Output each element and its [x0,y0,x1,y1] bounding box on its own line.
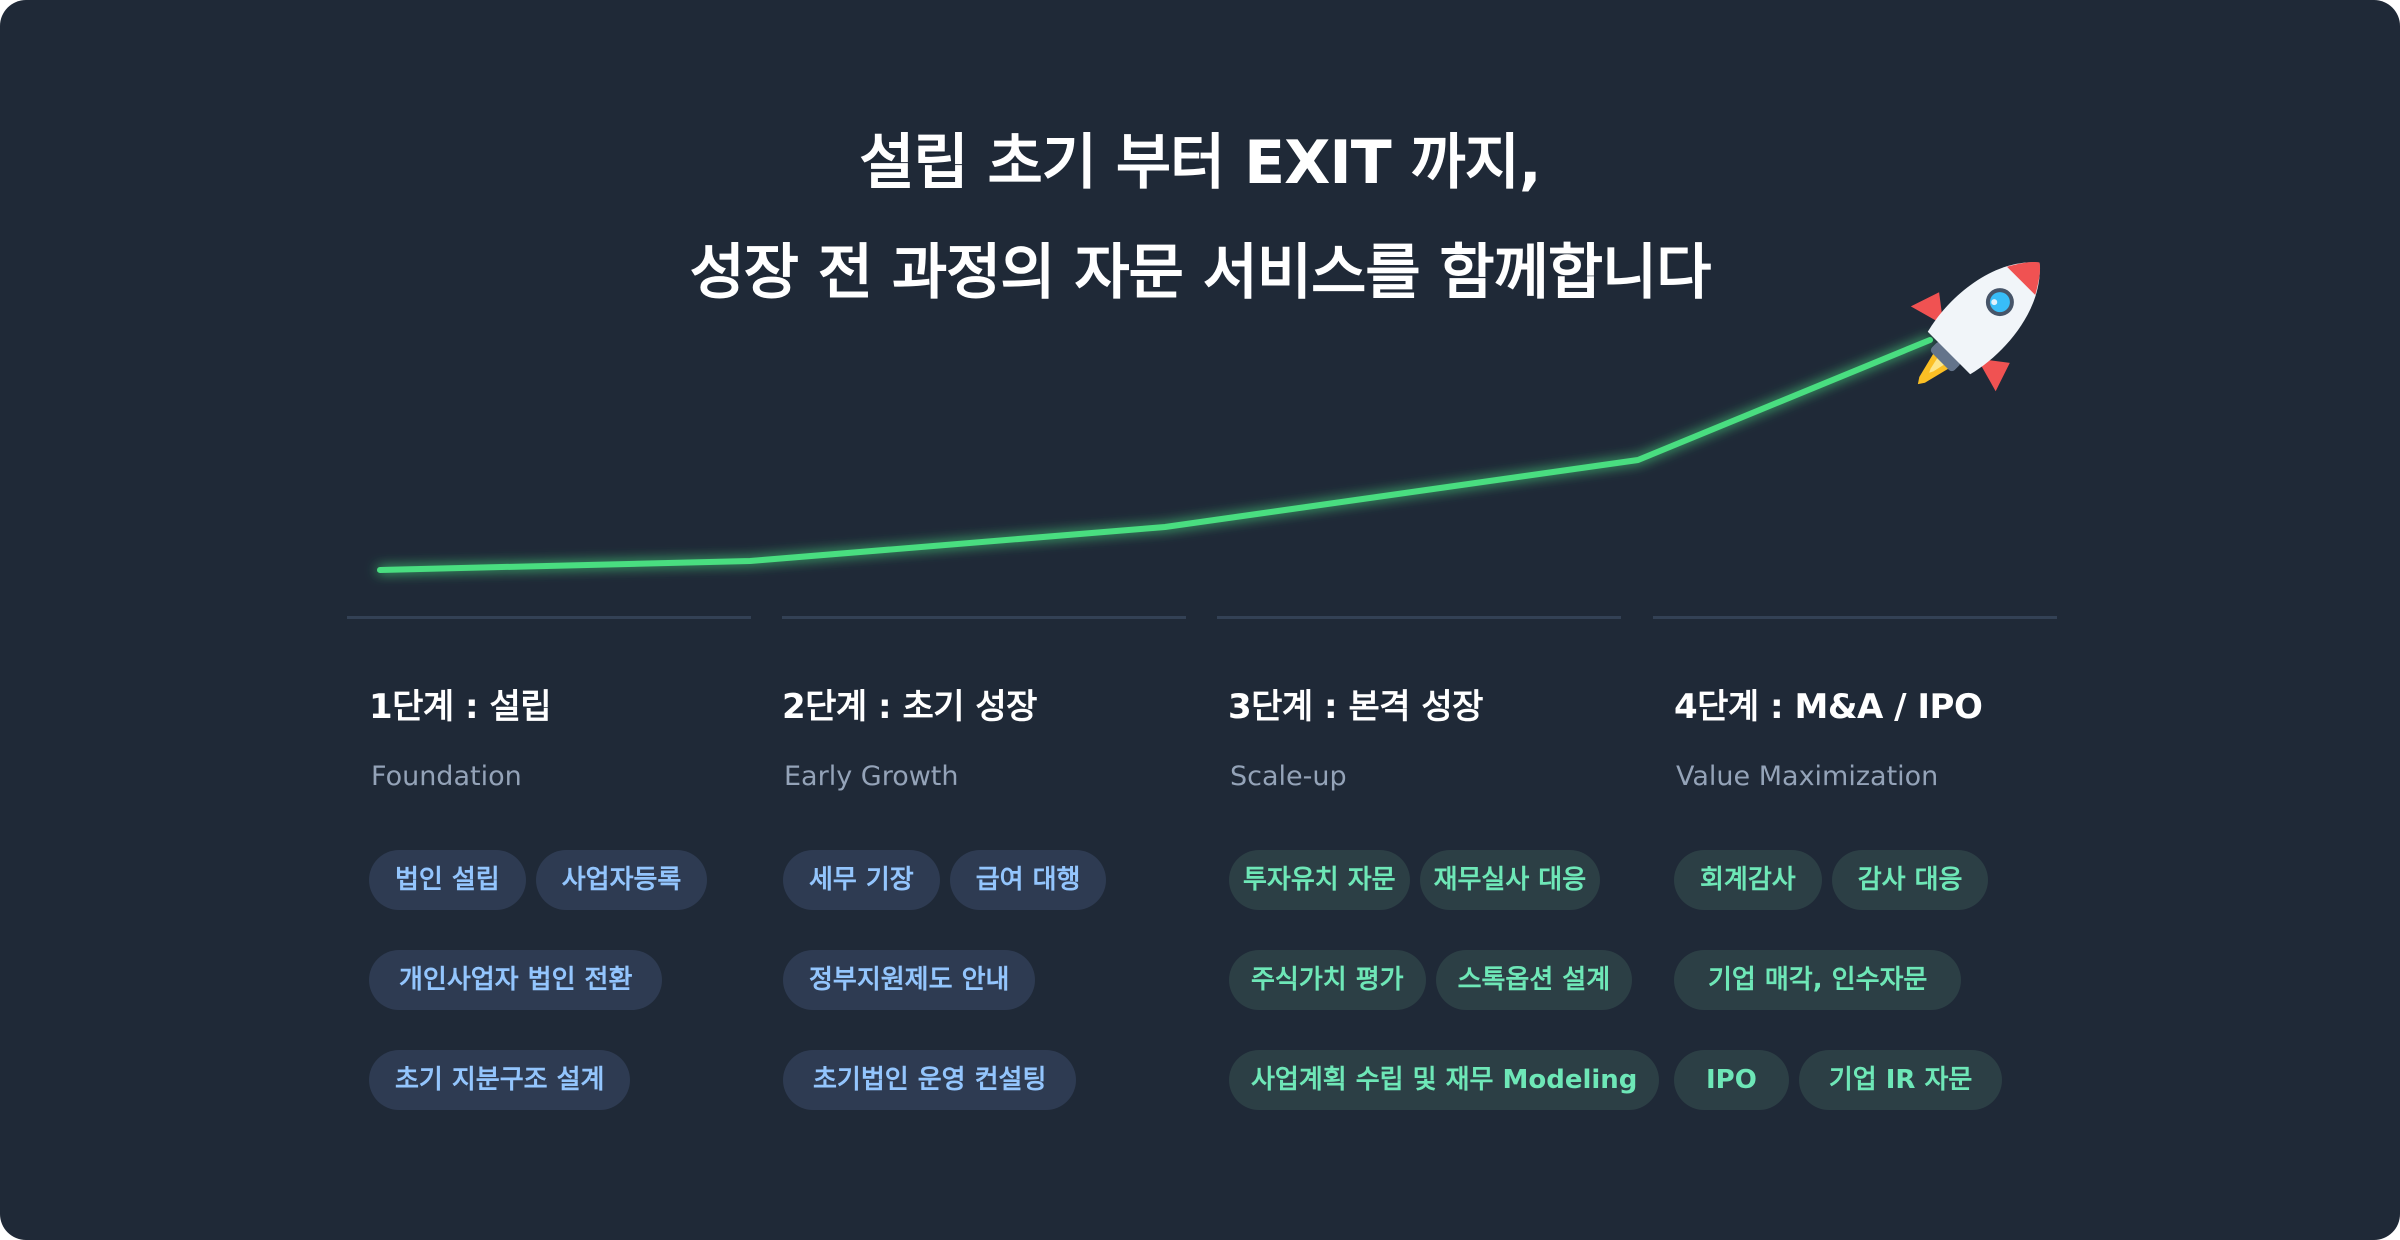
service-chip: 기업 매각, 인수자문 [1674,950,1962,1010]
stage-title: 4단계 : M&A / IPO [1674,687,1983,727]
service-chip-row: 기업 매각, 인수자문 [1674,950,1962,1010]
service-chip: 사업자등록 [535,850,708,910]
service-chip: 주식가치 평가 [1229,950,1426,1010]
service-chip: 법인 설립 [369,850,526,910]
stage-subtitle: Scale-up [1230,761,1347,792]
service-chip: IPO [1674,1050,1789,1110]
service-chip-row: 개인사업자 법인 전환 [369,950,663,1010]
service-chip: 정부지원제도 안내 [783,950,1036,1010]
service-chip-row: 정부지원제도 안내 [783,950,1036,1010]
service-chip: 사업계획 수립 및 재무 Modeling [1229,1050,1660,1110]
stage-title: 1단계 : 설립 [369,687,552,727]
stage-title: 3단계 : 본격 성장 [1228,687,1483,727]
headline-line-1: 설립 초기 부터 EXIT 까지, [859,128,1541,198]
service-chip: 초기법인 운영 컨설팅 [783,1050,1077,1110]
service-chip: 초기 지분구조 설계 [369,1050,631,1110]
service-chip: 투자유치 자문 [1229,850,1410,910]
service-chip: 회계감사 [1674,850,1822,910]
stage-subtitle: Foundation [371,761,522,792]
stage-title: 2단계 : 초기 성장 [782,687,1037,727]
growth-line [377,337,1933,573]
stage-subtitle: Value Maximization [1676,761,1939,792]
service-chip: 스톡옵션 설계 [1435,950,1633,1010]
service-chip: 세무 기장 [783,850,940,910]
service-chip-row: 초기법인 운영 컨설팅 [783,1050,1077,1110]
service-chip-row: IPO 기업 IR 자문 [1674,1050,2003,1110]
stage-subtitle: Early Growth [784,761,959,792]
service-chip: 재무실사 대응 [1419,850,1601,910]
stage-column-1: 1단계 : 설립 Foundation 법인 설립 사업자등록 개인사업자 법인… [347,616,751,1110]
service-chip-row: 투자유치 자문 재무실사 대응 [1229,850,1601,910]
service-chip-row: 초기 지분구조 설계 [369,1050,631,1110]
service-chip-row: 세무 기장 급여 대행 [783,850,1107,910]
headline: 설립 초기 부터 EXIT 까지, 성장 전 과정의 자문 서비스를 함께합니다 [0,108,2400,328]
service-chip: 개인사업자 법인 전환 [369,950,663,1010]
service-chip-row: 주식가치 평가 스톡옵션 설계 [1229,950,1633,1010]
stage-column-3: 3단계 : 본격 성장 Scale-up 투자유치 자문 재무실사 대응 주식가… [1217,616,1660,1110]
service-chip-row: 회계감사 감사 대응 [1674,850,1989,910]
stage-column-2: 2단계 : 초기 성장 Early Growth 세무 기장 급여 대행 정부지… [782,616,1186,1110]
service-chip: 감사 대응 [1831,850,1989,910]
headline-line-2: 성장 전 과정의 자문 서비스를 함께합니다 [689,238,1712,308]
service-chip: 기업 IR 자문 [1798,1050,2003,1110]
service-chip-row: 사업계획 수립 및 재무 Modeling [1229,1050,1660,1110]
stage-column-4: 4단계 : M&A / IPO Value Maximization 회계감사 … [1653,616,2057,1110]
service-chip: 급여 대행 [949,850,1107,910]
service-chip-row: 법인 설립 사업자등록 [369,850,708,910]
